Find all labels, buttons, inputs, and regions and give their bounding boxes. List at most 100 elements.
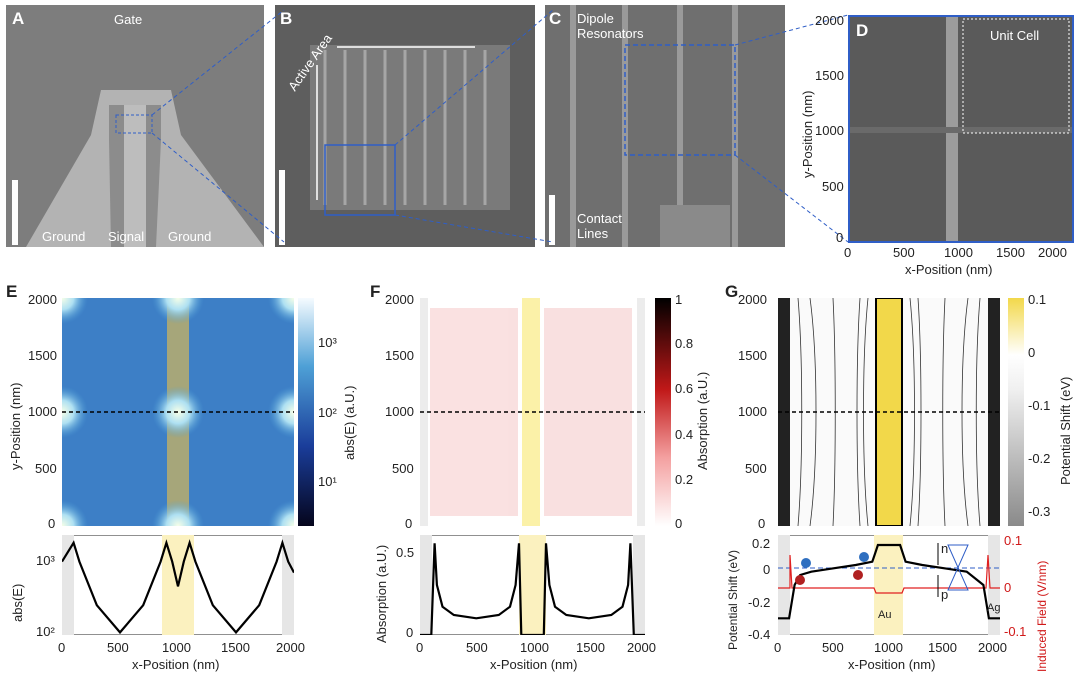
panel-d-drawing [850, 17, 1072, 241]
f-xtick-500: 500 [466, 640, 488, 655]
panel-d-micrograph: D Unit Cell [848, 15, 1074, 243]
electron-icon [801, 558, 811, 568]
panel-c-micrograph: C Dipole Resonators Contact Lines [545, 5, 785, 247]
e-ytick-1000: 1000 [28, 404, 57, 419]
e-ytick-2000: 2000 [28, 292, 57, 307]
e-xtick-1500: 1500 [221, 640, 250, 655]
g-lower-ytick-right-0: 0 [1004, 580, 1012, 595]
e-field-map [62, 298, 294, 526]
e-abs-e-curve [62, 539, 294, 635]
g-xtick-1000: 1000 [874, 640, 903, 655]
panel-b-micrograph: B Active Area [275, 5, 535, 247]
contact-lines-label: Contact Lines [577, 211, 622, 241]
panel-a-label: A [12, 9, 25, 28]
g-n-label: n [941, 541, 949, 556]
f-xtick-1000: 1000 [520, 640, 549, 655]
f-colorbar-label: Absorption (a.U.) [695, 371, 710, 470]
gate-label: Gate [114, 12, 143, 27]
f-ytick-1500: 1500 [385, 348, 414, 363]
e-cb-tick-3: 10³ [318, 335, 337, 350]
panel-b-label: B [280, 9, 293, 28]
signal-label: Signal [108, 229, 145, 244]
dipole-resonators-label: Dipole Resonators [577, 11, 644, 41]
f-lower-ylabel: Absorption (a.U.) [374, 544, 389, 643]
e-colorbar [298, 298, 314, 526]
f-cb-tick-0: 0 [675, 516, 683, 531]
g-xtick-0: 0 [774, 640, 782, 655]
d-xtick-500: 500 [893, 245, 915, 260]
panel-b-drawing [279, 45, 510, 245]
panel-e-label: E [6, 282, 18, 301]
f-cb-tick-02: 0.2 [675, 472, 694, 487]
e-colorbar-label: abs(E) (a.U.) [342, 385, 357, 460]
e-lower-ytick-1000: 10³ [36, 553, 55, 568]
ground-left-label: Ground [42, 229, 86, 244]
f-colorbar [655, 298, 671, 526]
e-xtick-500: 500 [107, 640, 129, 655]
e-cb-tick-1: 10¹ [318, 474, 337, 489]
g-lower-ytick-m04: -0.4 [748, 627, 771, 642]
f-ytick-0: 0 [405, 516, 413, 531]
g-ag-label: Ag [987, 602, 1001, 614]
d-xtick-0: 0 [844, 245, 852, 260]
f-xtick-2000: 2000 [627, 640, 656, 655]
f-cb-tick-04: 0.4 [675, 427, 694, 442]
g-cb-tick-m02: -0.2 [1028, 451, 1051, 466]
g-ytick-500: 500 [745, 461, 767, 476]
g-cb-tick-0: 0 [1028, 345, 1036, 360]
unit-cell-label: Unit Cell [990, 28, 1040, 43]
f-lower-ytick-05: 0.5 [396, 545, 415, 560]
f-cb-tick-1: 1 [675, 292, 683, 307]
g-xlabel: x-Position (nm) [848, 657, 936, 672]
g-colorbar-label: Potential Shift (eV) [1058, 376, 1073, 485]
f-ytick-500: 500 [392, 461, 414, 476]
f-ytick-1000: 1000 [385, 404, 414, 419]
g-ytick-1000: 1000 [738, 404, 767, 419]
e-line-plot [62, 535, 294, 635]
panel-a-drawing [12, 90, 264, 247]
f-cb-tick-08: 0.8 [675, 336, 694, 351]
f-line-plot [420, 535, 645, 635]
d-xtick-1500: 1500 [996, 245, 1025, 260]
g-line-plot [778, 535, 1000, 635]
g-potential-curve [778, 543, 1000, 620]
e-xtick-0: 0 [58, 640, 66, 655]
panel-f-label: F [370, 282, 381, 301]
g-colorbar [1008, 298, 1024, 526]
panel-c-drawing [549, 5, 738, 247]
g-xtick-500: 500 [822, 640, 844, 655]
g-lower-ytick-0: 0 [763, 562, 771, 577]
e-lower-ytick-100: 10² [36, 624, 55, 639]
e-cb-tick-2: 10² [318, 405, 337, 420]
d-ylabel: y-Position (nm) [800, 90, 815, 178]
d-ytick-0: 0 [836, 230, 844, 245]
dirac-cone-icon [947, 544, 969, 591]
electron-icon-2 [859, 552, 869, 562]
g-potential-map [778, 298, 1000, 526]
hole-icon [795, 575, 805, 585]
g-lower-ytick-right-01: 0.1 [1004, 533, 1023, 548]
panel-g-label: G [725, 282, 739, 301]
f-absorption-map [420, 298, 645, 526]
g-lower-ytick-02: 0.2 [752, 536, 771, 551]
e-xlabel: x-Position (nm) [132, 657, 220, 672]
e-ytick-0: 0 [48, 516, 56, 531]
e-ytick-500: 500 [35, 461, 57, 476]
g-cb-tick-m01: -0.1 [1028, 398, 1051, 413]
d-ytick-1000: 1000 [815, 123, 844, 138]
f-ytick-2000: 2000 [385, 292, 414, 307]
hole-icon-2 [853, 570, 863, 580]
panel-c-label: C [549, 9, 562, 28]
g-lower-ylabel-right: Induced Field (V/nm) [1035, 560, 1049, 672]
d-ytick-2000: 2000 [815, 13, 844, 28]
d-xtick-2000: 2000 [1038, 245, 1067, 260]
f-xtick-0: 0 [416, 640, 424, 655]
g-au-label: Au [878, 609, 892, 621]
e-ylabel: y-Position (nm) [8, 382, 23, 470]
g-xtick-1500: 1500 [928, 640, 957, 655]
d-ytick-500: 500 [822, 179, 844, 194]
g-ytick-2000: 2000 [738, 292, 767, 307]
g-p-label: p [941, 587, 949, 602]
g-ytick-0: 0 [758, 516, 766, 531]
e-lower-ylabel: abs(E) [10, 583, 25, 622]
